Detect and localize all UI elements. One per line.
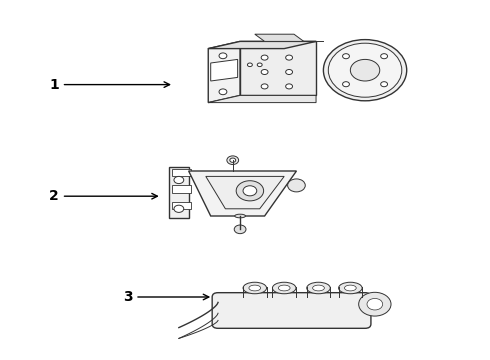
Circle shape [247,63,252,67]
Polygon shape [208,95,316,103]
Polygon shape [240,41,316,95]
Ellipse shape [278,285,290,291]
Text: 1: 1 [49,78,170,91]
Circle shape [261,69,268,75]
Circle shape [381,82,388,87]
Circle shape [261,84,268,89]
Bar [172,202,191,209]
Circle shape [323,40,407,101]
Circle shape [359,292,391,316]
Circle shape [227,156,239,165]
Polygon shape [189,171,296,216]
Ellipse shape [249,285,261,291]
Ellipse shape [313,285,324,291]
Ellipse shape [235,214,245,218]
Text: 2: 2 [49,189,157,203]
Circle shape [230,158,236,162]
Polygon shape [255,34,304,41]
Polygon shape [208,41,240,103]
Ellipse shape [307,282,330,294]
Text: 3: 3 [122,290,209,304]
Ellipse shape [243,282,267,294]
Circle shape [367,298,383,310]
Polygon shape [208,41,316,49]
Circle shape [174,205,184,212]
Ellipse shape [344,285,356,291]
Circle shape [219,89,227,95]
Circle shape [257,63,262,67]
Polygon shape [206,176,284,209]
Circle shape [286,69,293,75]
Bar [172,185,191,193]
Circle shape [234,225,246,234]
Circle shape [350,59,380,81]
Circle shape [236,181,264,201]
Circle shape [381,54,388,59]
Circle shape [219,53,227,59]
Bar [172,169,191,176]
Circle shape [174,176,184,184]
Circle shape [328,43,402,97]
Circle shape [243,186,257,196]
Polygon shape [211,59,238,81]
Circle shape [288,179,305,192]
FancyBboxPatch shape [212,293,371,328]
Ellipse shape [339,282,362,294]
Circle shape [343,54,349,59]
Polygon shape [169,167,189,218]
Ellipse shape [272,282,296,294]
Circle shape [286,55,293,60]
Circle shape [286,84,293,89]
Circle shape [261,55,268,60]
Circle shape [343,82,349,87]
